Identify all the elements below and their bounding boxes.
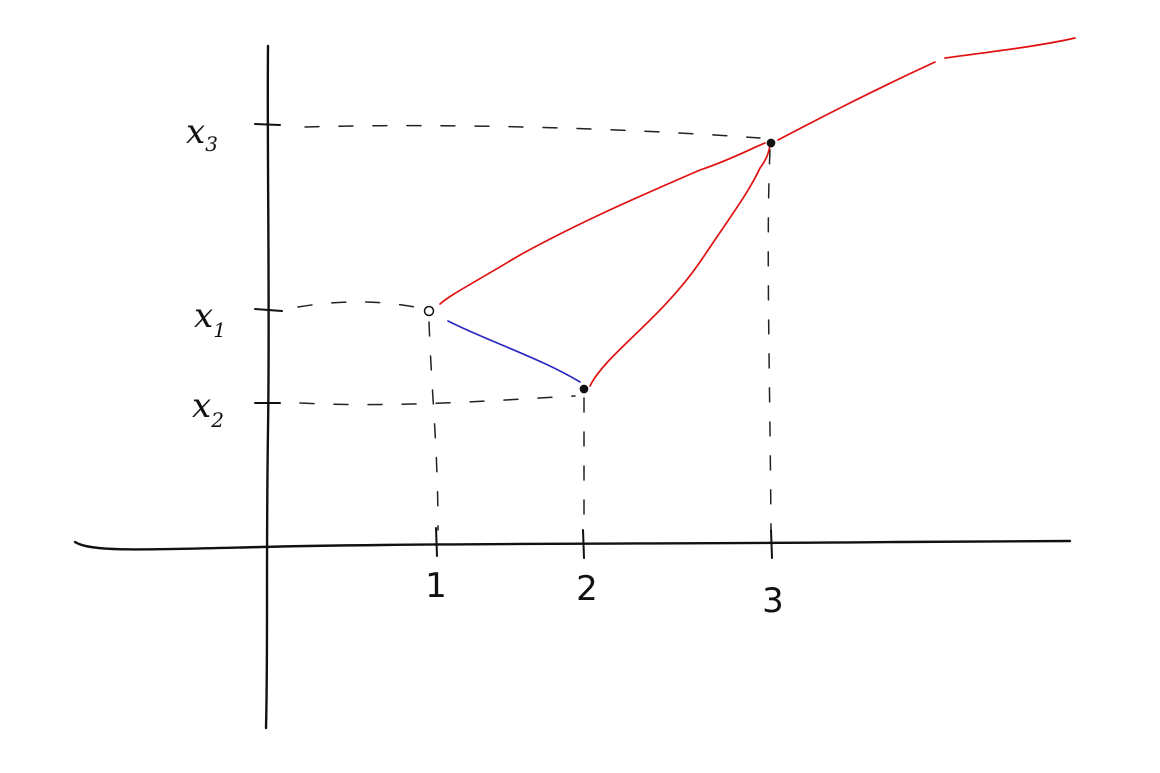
path-x1-to-x2 [447,320,581,383]
x-tick-label-2: 2 [576,569,598,609]
y-label-x2-sub: 2 [210,408,224,432]
y-label-x2: x2 [192,386,224,432]
path-x1-to-x3 [439,142,766,305]
path-x3-continuation-end [944,37,1076,59]
y-label-x1: x1 [194,296,226,342]
x-tick-3 [770,529,773,559]
y-axis [264,44,270,730]
x-tick-2 [582,529,585,559]
y-label-x1-sub: 1 [213,318,226,342]
guide-drop-3 [767,149,772,531]
y-label-x3: x3 [186,112,218,156]
x-tick-1 [435,527,438,557]
y-tick-x1 [254,308,283,312]
x-tick-label-3: 3 [762,581,784,621]
guide-line-x1 [297,301,421,309]
point-2 [579,384,589,394]
guide-line-x3 [304,124,761,139]
guide-drop-1 [428,321,439,531]
y-label-x3-sub: 3 [205,132,218,156]
y-tick-x3 [254,123,281,126]
x-tick-label-1: 1 [425,566,447,606]
y-label-x2-main: x [192,386,211,426]
y-label-x3-main: x [186,112,205,152]
point-1 [423,305,435,317]
guide-line-x2 [299,395,576,406]
path-x3-continuation [777,61,936,141]
x-axis [73,539,1072,551]
point-3 [766,138,776,148]
path-x2-to-x3 [589,145,771,387]
y-label-x1-main: x [194,296,213,336]
